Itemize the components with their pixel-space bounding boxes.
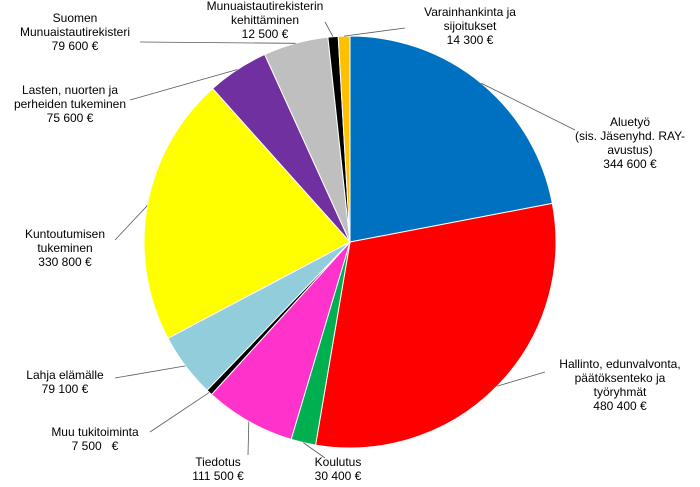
- slice-label: Kuntoutumisen tukeminen: [25, 227, 105, 255]
- value-label: 79 600 €: [52, 39, 99, 53]
- slice-label: Suomen Munuaistautirekisteri: [20, 11, 130, 39]
- pie-slice: [143, 87, 351, 339]
- value-label: 330 800 €: [38, 255, 92, 269]
- leader-line: [324, 21, 334, 37]
- leader-line: [344, 27, 406, 37]
- value-label: 344 600 €: [603, 157, 657, 171]
- leader-line: [129, 69, 238, 101]
- leader-line: [149, 392, 210, 433]
- value-label: 30 400 €: [315, 469, 362, 483]
- value-label: 7 500 €: [72, 439, 119, 453]
- value-label: 75 600 €: [47, 111, 94, 125]
- value-label: 111 500 €: [192, 469, 244, 483]
- slice-label: Muu tukitoiminta: [51, 425, 139, 439]
- leader-line: [497, 371, 546, 387]
- slice-label: Lahja elämälle: [26, 368, 104, 382]
- leader-line: [303, 442, 326, 459]
- value-label: 14 300 €: [447, 33, 494, 47]
- leader-line: [139, 41, 296, 44]
- value-label: 480 400 €: [593, 399, 647, 413]
- slice-label: Munuaistautirekisterin kehittäminen: [207, 0, 324, 27]
- leader-line: [247, 421, 250, 456]
- pie-slice: [315, 202, 557, 449]
- slice-label: Tiedotus: [195, 455, 241, 469]
- slice-label: Hallinto, edunvalvonta, päätöksenteko ja t…: [559, 357, 680, 399]
- slice-label: Varainhankinta ja sijoitukset: [424, 5, 516, 33]
- value-label: 12 500 €: [242, 27, 289, 41]
- leader-line: [114, 365, 186, 379]
- pie-slice: [337, 35, 351, 243]
- value-label: 79 100 €: [42, 382, 89, 396]
- slice-label: Aluetyö (sis. Jäsenyhd. RAY-avustus): [575, 115, 685, 157]
- pie-slice: [349, 35, 553, 243]
- leader-line: [114, 205, 148, 241]
- slice-label: Koulutus: [315, 455, 362, 469]
- leader-line: [481, 82, 576, 131]
- slice-label: Lasten, nuorten ja perheiden tukeminen: [14, 83, 126, 111]
